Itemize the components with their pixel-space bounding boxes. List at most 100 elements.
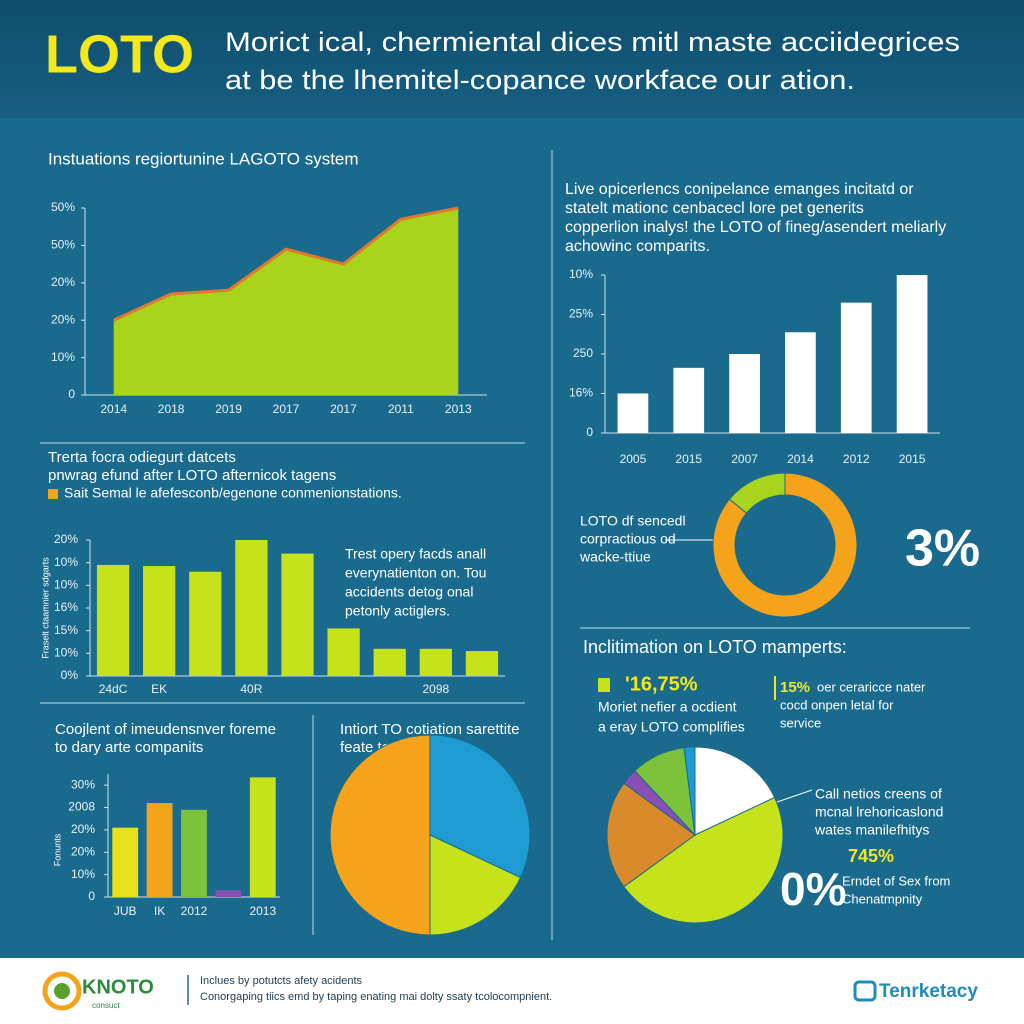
x-tick-label: 2019 (215, 402, 242, 416)
header-band (0, 0, 1024, 118)
pie-slice (694, 746, 776, 836)
line (113, 206, 459, 322)
chart-title: Inclitimation on LOTO mamperts: (583, 637, 847, 657)
pie-slice (683, 746, 696, 836)
x-tick-label: 2007 (731, 452, 758, 466)
x-tick-label: 2015 (675, 452, 702, 466)
big-label: 3% (905, 520, 980, 578)
bar (373, 648, 406, 676)
bar (249, 777, 276, 897)
bar (617, 393, 649, 433)
bar (235, 540, 268, 676)
footer-text: Conorgaping tiics emd by taping enating … (200, 991, 552, 1003)
y-tick-label: 25% (569, 307, 593, 321)
x-tick-label: 2014 (787, 452, 814, 466)
y-tick-label: 20% (51, 312, 75, 326)
x-tick-label: 2018 (158, 402, 185, 416)
bar (112, 827, 139, 897)
note: Chenatmpnity (842, 891, 923, 906)
stat-value: '16,75% (625, 673, 698, 695)
annotation: mcnal lrehoricaslond (815, 804, 943, 820)
pie-slice (623, 796, 784, 924)
brand: KNOTO (82, 976, 154, 998)
annotation: corpractious od (580, 531, 676, 547)
stat-text: cocd onpen letal for (780, 697, 894, 712)
annotation: Call netios creens of (815, 786, 942, 802)
y-tick-label: 10% (54, 646, 78, 660)
header-title: Morict ical, chermiental dices mitl mast… (225, 27, 960, 57)
y-tick-label: 10% (71, 867, 95, 881)
chart-title: Trerta focra odiegurt datcets (48, 449, 236, 466)
x-tick-label: 24dC (99, 682, 128, 696)
stat-text: a eray LOTO complifies (598, 719, 745, 735)
brand-sub: consuct (92, 1001, 120, 1010)
y-axis-label: Fonunts (52, 833, 62, 866)
bar (146, 803, 173, 897)
brand-icon (42, 971, 82, 1011)
x-tick-label: 2098 (422, 682, 449, 696)
header-title: at be the lhemitel-copance workface our … (225, 65, 855, 95)
footer-band (0, 958, 1024, 1024)
stat-text: oer ceraricce nater (817, 679, 926, 694)
bar (729, 354, 760, 433)
stat-value: 15% (780, 679, 810, 696)
y-tick-label: 20% (71, 822, 95, 836)
annotation: everynatienton on. Tou (345, 565, 486, 581)
y-tick-label: 10% (51, 350, 75, 364)
y-axis-label: Fraselt ctaamnier sdgarts (40, 557, 50, 659)
y-tick-label: 50% (51, 238, 75, 252)
y-tick-label: 0 (586, 425, 593, 439)
bar (327, 628, 360, 676)
legend-label: Sait Semal le afefesconb/egenone conmeni… (64, 485, 402, 501)
x-tick-label: 2012 (181, 904, 208, 918)
y-tick-label: 20% (54, 532, 78, 546)
y-tick-label: 0% (61, 668, 79, 682)
y-tick-label: 20% (71, 844, 95, 858)
area (113, 208, 459, 395)
bar (215, 890, 242, 897)
chart-title: Coojlent of imeudensnver foreme (55, 721, 276, 738)
chart-title: Live opicerlencs conipelance emanges inc… (565, 181, 914, 198)
pie-slice (712, 472, 858, 618)
x-tick-label: 2011 (388, 402, 414, 416)
y-tick-label: 20% (51, 275, 75, 289)
bar (419, 648, 452, 676)
y-tick-label: 250 (573, 346, 593, 360)
y-tick-label: 16% (54, 600, 78, 614)
x-tick-label: 2013 (445, 402, 472, 416)
pie-slice (329, 734, 431, 936)
pie-slice (429, 734, 531, 879)
annotation: wacke-ttiue (579, 549, 651, 565)
bar (189, 571, 222, 676)
brand-icon (54, 983, 70, 999)
y-tick-label: 30% (71, 777, 95, 791)
bar (465, 651, 499, 676)
chart-title: pnwrag efund after LOTO afternicok tagen… (48, 467, 336, 484)
annotation: Trest opery facds anall (345, 546, 486, 562)
chart-title: statelt mationc cenbacecl lore pet gener… (565, 200, 864, 217)
pie-slice (606, 782, 696, 888)
chart-title: achowinc comparits. (565, 238, 710, 255)
x-tick-label: IK (154, 904, 165, 918)
chart-title: to dary arte companits (55, 739, 203, 756)
stat-text: Moriet nefier a ocdient (598, 699, 737, 715)
note: Erndet of Sex from (842, 873, 950, 888)
chart-title: copperlion inalys! the LOTO of fineg/ase… (565, 219, 946, 236)
stat-marker (598, 678, 610, 692)
annotation: wates manilefhitys (814, 822, 929, 838)
x-tick-label: 2005 (620, 452, 647, 466)
y-tick-label: 10% (54, 578, 78, 592)
bar (840, 302, 872, 433)
chart-title: Intiort TO cotiation sarettite (340, 721, 520, 738)
logo: LOTO (45, 24, 194, 84)
bar (673, 367, 705, 433)
annotation: petonly actiglers. (345, 603, 450, 619)
footer-text: Inclues by potutcts afety acidents (200, 975, 363, 987)
legend-swatch (48, 489, 58, 499)
x-tick-label: 40R (240, 682, 262, 696)
bar (181, 809, 207, 897)
x-tick-label: 2015 (899, 452, 926, 466)
partner-icon (853, 980, 877, 1002)
x-tick-label: 2012 (843, 452, 870, 466)
bar (896, 275, 928, 433)
